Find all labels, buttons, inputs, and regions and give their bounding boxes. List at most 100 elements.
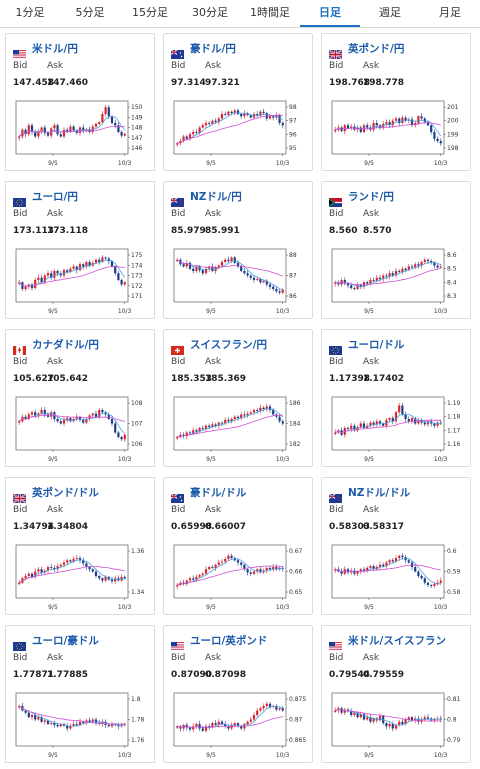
rate-card[interactable]: カナダドル/円 Bid Ask 105.627 105.642 108 107 106 9/5 1… [5, 329, 155, 467]
candle-body [91, 719, 94, 722]
candle-body [243, 564, 246, 570]
tab-0[interactable]: 1分足 [15, 6, 45, 19]
candle-body [101, 410, 104, 413]
chart-container[interactable]: 175 174 173 172 171 9/5 10/3 [13, 244, 148, 316]
chart-container[interactable]: 88 87 86 9/5 10/3 [171, 244, 306, 316]
currency-pair-link[interactable]: NZドル/ドル [348, 487, 411, 499]
candle-body [75, 266, 78, 271]
chart-container[interactable]: 1.19 1.18 1.17 1.16 9/5 10/3 [329, 392, 464, 464]
candle-body [56, 419, 59, 422]
candle-body [436, 422, 439, 426]
candle-body [98, 259, 101, 262]
currency-pair-link[interactable]: 米ドル/円 [32, 43, 78, 55]
rate-card[interactable]: ランド/円 Bid Ask 8.560 8.570 8.6 8.5 8.4 8.3 9/5 10/3 [321, 181, 471, 319]
rate-card[interactable]: ユーロ/英ポンド Bid Ask 0.87090 0.87098 0.875 0.87 0.8… [163, 625, 313, 763]
short-moving-average-line [176, 259, 283, 291]
currency-pair-link[interactable]: カナダドル/円 [32, 339, 99, 351]
rate-card[interactable]: ユーロ/円 Bid Ask 173.113 173.118 175 174 173 172 171… [5, 181, 155, 319]
chart-container[interactable]: 98 97 96 95 9/5 10/3 [171, 96, 306, 168]
rate-card[interactable]: 英ポンド/ドル Bid Ask 1.34794 1.34804 1.36 1.34 9/5 10… [5, 477, 155, 615]
candle-body [117, 273, 120, 280]
tab-4[interactable]: 1時間足 [250, 6, 290, 19]
candle-body [198, 127, 201, 133]
ask-label: Ask [205, 209, 222, 219]
candle-body [375, 421, 378, 425]
candle-body [430, 125, 433, 132]
candle-body [188, 262, 192, 269]
rate-card[interactable]: 豪ドル/円 Bid Ask 97.314 97.321 98 97 96 95 9/5 10/3 [163, 33, 313, 171]
candle-body [227, 259, 230, 262]
tab-2[interactable]: 15分足 [132, 6, 168, 19]
price-chart: 1.19 1.18 1.17 1.16 9/5 10/3 [331, 396, 461, 463]
chart-container[interactable]: 0.6 0.59 0.58 9/5 10/3 [329, 540, 464, 612]
candle-body [230, 419, 233, 422]
candle-body [110, 419, 114, 424]
currency-pair-link[interactable]: 豪ドル/ドル [190, 487, 247, 499]
candle-body [198, 724, 201, 729]
candle-body [391, 724, 394, 729]
rate-card[interactable]: スイスフラン/円 Bid Ask 185.353 185.369 186 184 182 9/5… [163, 329, 313, 467]
y-tick-label: 198 [447, 145, 459, 152]
chart-container[interactable]: 201 200 199 198 9/5 10/3 [329, 96, 464, 168]
candle-body [46, 273, 50, 276]
candle-body [359, 423, 362, 428]
tab-6[interactable]: 週足 [379, 6, 401, 19]
candle-body [40, 277, 43, 283]
tab-7[interactable]: 月足 [439, 6, 461, 19]
card-header: 英ポンド/ドル [12, 486, 99, 504]
candle-body [433, 719, 436, 721]
rate-card[interactable]: 米ドル/円 Bid Ask 147.458 147.460 150 149 148 147 146… [5, 33, 155, 171]
currency-pair-link[interactable]: 英ポンド/円 [348, 43, 405, 55]
nz-flag-icon [328, 488, 342, 503]
chart-container[interactable]: 1.36 1.34 9/5 10/3 [13, 540, 148, 612]
currency-pair-link[interactable]: ランド/円 [348, 191, 394, 203]
candle-body [278, 114, 281, 123]
currency-pair-link[interactable]: ユーロ/英ポンド [190, 635, 268, 647]
rate-card[interactable]: ユーロ/豪ドル Bid Ask 1.77871 1.77885 1.8 1.78 1.76 9/… [5, 625, 155, 763]
candle-body [46, 720, 50, 724]
currency-pair-link[interactable]: スイスフラン/円 [190, 339, 268, 351]
candle-body [104, 576, 107, 581]
tab-3[interactable]: 30分足 [192, 6, 228, 19]
tab-1[interactable]: 5分足 [75, 6, 105, 19]
rate-card[interactable]: 英ポンド/円 Bid Ask 198.768 198.778 201 200 199 198 9/… [321, 33, 471, 171]
y-tick-label: 8.4 [447, 279, 457, 286]
currency-pair-link[interactable]: ユーロ/豪ドル [32, 635, 99, 647]
chart-container[interactable]: 0.875 0.87 0.865 9/5 10/3 [171, 688, 306, 760]
y-tick-label: 147 [131, 135, 143, 142]
rate-card[interactable]: 米ドル/スイスフラン Bid Ask 0.79544 0.79559 0.81 0.8 0.7… [321, 625, 471, 763]
candle-body [426, 717, 430, 719]
chart-frame [173, 100, 287, 155]
rate-card[interactable]: ユーロ/ドル Bid Ask 1.17398 1.17402 1.19 1.18 1.17 1.… [321, 329, 471, 467]
currency-pair-link[interactable]: NZドル/円 [190, 191, 242, 203]
currency-pair-link[interactable]: ユーロ/円 [32, 191, 78, 203]
chart-container[interactable]: 150 149 148 147 146 9/5 10/3 [13, 96, 148, 168]
chart-container[interactable]: 0.67 0.66 0.65 9/5 10/3 [171, 540, 306, 612]
currency-pair-link[interactable]: ユーロ/ドル [348, 339, 405, 351]
candle-body [240, 266, 243, 271]
candle-body [356, 571, 359, 574]
currency-pair-link[interactable]: 英ポンド/ドル [32, 487, 99, 499]
chart-container[interactable]: 108 107 106 9/5 10/3 [13, 392, 148, 464]
candle-body [46, 132, 50, 136]
rate-card[interactable]: 豪ドル/ドル Bid Ask 0.65998 0.66007 0.67 0.66 0.65 9/… [163, 477, 313, 615]
candle-body [30, 412, 34, 415]
chart-container[interactable]: 1.8 1.78 1.76 9/5 10/3 [13, 688, 148, 760]
candle-body [430, 585, 433, 586]
currency-pair-link[interactable]: 豪ドル/円 [190, 43, 236, 55]
card-header: 豪ドル/円 [170, 42, 236, 59]
candle-body [204, 268, 208, 274]
candle-body [182, 582, 185, 585]
currency-pair-link[interactable]: 米ドル/スイスフラン [348, 635, 447, 647]
x-tick-label: 10/3 [118, 160, 132, 167]
chart-container[interactable]: 8.6 8.5 8.4 8.3 9/5 10/3 [329, 244, 464, 316]
chart-container[interactable]: 186 184 182 9/5 10/3 [171, 392, 306, 464]
tab-5[interactable]: 日足 [300, 0, 360, 27]
candle-body [236, 416, 240, 419]
chart-container[interactable]: 0.81 0.8 0.79 9/5 10/3 [329, 688, 464, 760]
candle-body [59, 134, 62, 137]
ask-value: 147.460 [47, 78, 88, 88]
rate-card[interactable]: NZドル/円 Bid Ask 85.979 85.991 88 87 86 9/5 10/3 [163, 181, 313, 319]
rate-card[interactable]: NZドル/ドル Bid Ask 0.58303 0.58317 0.6 0.59 0.58 9/… [321, 477, 471, 615]
candle-body [385, 122, 388, 124]
